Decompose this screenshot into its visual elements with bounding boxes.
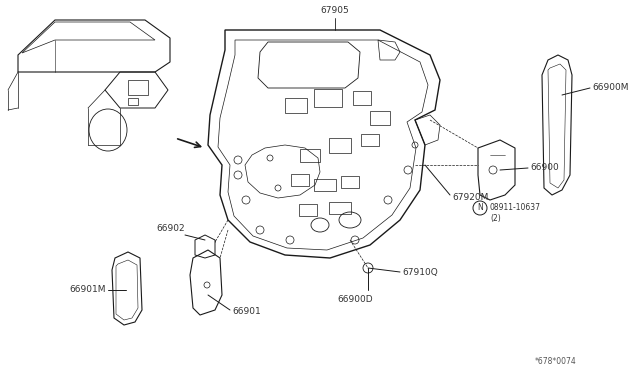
Text: *678*0074: *678*0074 bbox=[535, 357, 577, 366]
Text: 67905: 67905 bbox=[321, 6, 349, 15]
Text: 66901M: 66901M bbox=[70, 285, 106, 295]
Bar bbox=[370, 111, 390, 125]
Text: 66901: 66901 bbox=[232, 308, 260, 317]
Text: 66900: 66900 bbox=[530, 164, 559, 173]
Bar bbox=[314, 89, 342, 107]
Bar bbox=[329, 202, 351, 214]
Bar bbox=[285, 97, 307, 112]
Text: 66900M: 66900M bbox=[592, 83, 628, 93]
Bar bbox=[341, 176, 359, 188]
Bar bbox=[300, 148, 320, 161]
Bar bbox=[291, 174, 309, 186]
Text: (2): (2) bbox=[490, 214, 500, 222]
Text: 66900D: 66900D bbox=[337, 295, 373, 304]
Bar bbox=[314, 179, 336, 191]
Bar bbox=[353, 91, 371, 105]
Bar bbox=[329, 138, 351, 153]
Text: 66902: 66902 bbox=[156, 224, 185, 233]
Text: 67920M: 67920M bbox=[452, 192, 488, 202]
Text: 67910Q: 67910Q bbox=[402, 267, 438, 276]
Bar bbox=[299, 204, 317, 216]
Text: N: N bbox=[477, 203, 483, 212]
Text: 08911-10637: 08911-10637 bbox=[490, 202, 541, 212]
Bar bbox=[361, 134, 379, 146]
